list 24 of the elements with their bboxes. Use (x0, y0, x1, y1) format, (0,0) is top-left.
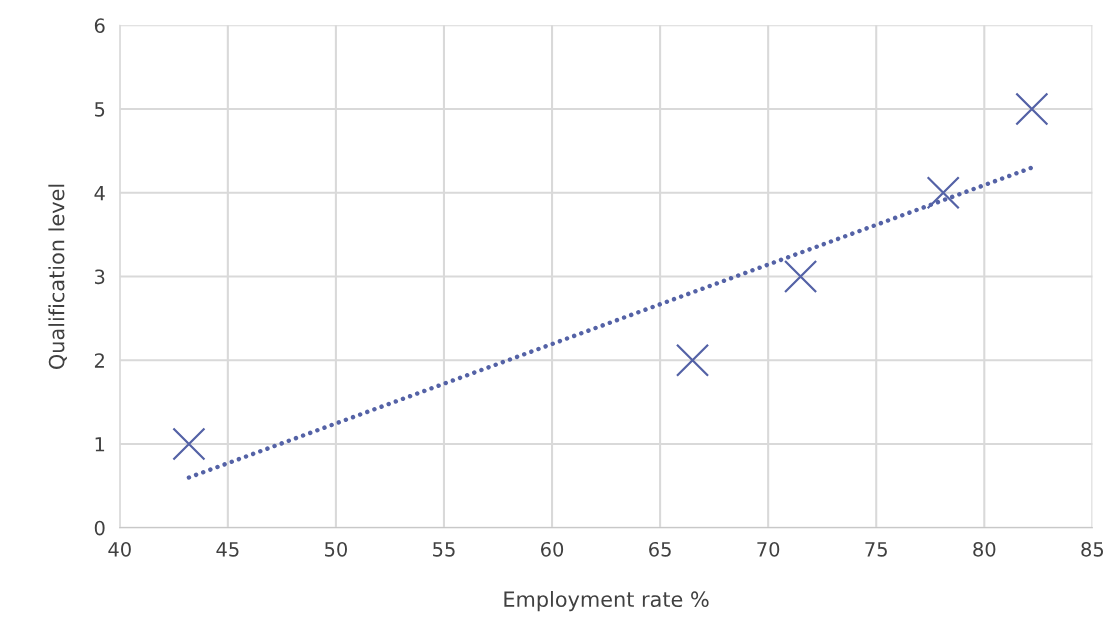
point (675, 343, 710, 377)
point (926, 176, 960, 210)
y-tick-label: 2 (94, 353, 104, 368)
point (1015, 92, 1049, 126)
x-tick-label: 60 (541, 541, 564, 557)
y-tick-label: 1 (95, 437, 105, 452)
y-axis-title: Qualification level (48, 184, 67, 370)
y-tick-label: 0 (94, 520, 105, 536)
x-tick-label: 55 (433, 542, 455, 557)
x-tick-label: 65 (649, 541, 671, 557)
y-tick-label: 4 (94, 185, 105, 201)
y-tick-label: 5 (95, 102, 105, 117)
x-tick-label: 45 (216, 542, 239, 557)
x-tick-label: 75 (865, 542, 887, 557)
y-tick-label: 6 (94, 18, 105, 33)
point (783, 259, 818, 294)
x-tick-label: 85 (1081, 541, 1104, 557)
x-tick-label: 70 (757, 541, 780, 557)
x-tick-label: 40 (108, 541, 131, 557)
point (172, 427, 206, 461)
x-tick-label: 80 (973, 541, 996, 557)
x-axis-title: Employment rate % (504, 590, 709, 612)
x-tick-label: 50 (325, 541, 347, 557)
y-tick-label: 3 (94, 269, 105, 285)
